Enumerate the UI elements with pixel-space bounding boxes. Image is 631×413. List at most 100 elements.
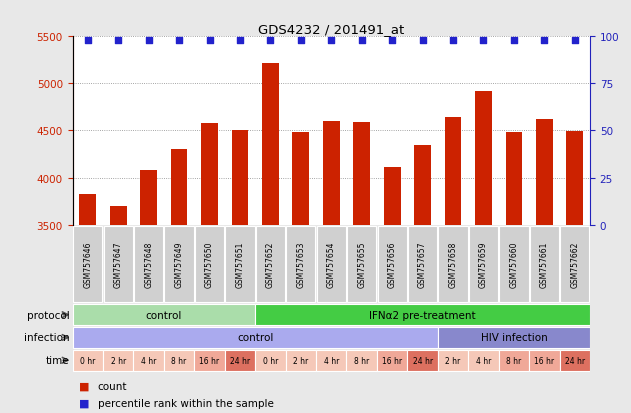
Bar	[347, 227, 376, 302]
Bar	[408, 227, 437, 302]
Bar	[164, 350, 194, 371]
Bar	[133, 350, 164, 371]
Bar	[536, 120, 553, 225]
Text: 24 hr: 24 hr	[413, 356, 433, 365]
Text: HIV infection: HIV infection	[481, 332, 547, 343]
Bar	[384, 168, 401, 225]
Bar	[445, 118, 461, 225]
Bar	[201, 123, 218, 225]
Point	[83, 38, 93, 44]
Bar	[225, 227, 254, 302]
Text: 2 hr: 2 hr	[110, 356, 126, 365]
Text: 2 hr: 2 hr	[293, 356, 309, 365]
Text: time: time	[46, 355, 69, 366]
Text: control: control	[146, 310, 182, 320]
Point	[387, 38, 397, 44]
Text: percentile rank within the sample: percentile rank within the sample	[98, 398, 274, 408]
Text: 16 hr: 16 hr	[382, 356, 402, 365]
Bar	[468, 350, 498, 371]
Bar	[73, 350, 103, 371]
Text: GSM757652: GSM757652	[266, 241, 275, 287]
Text: GSM757649: GSM757649	[175, 241, 184, 287]
Text: count: count	[98, 381, 127, 391]
Point	[326, 38, 336, 44]
Point	[174, 38, 184, 44]
Bar	[560, 350, 590, 371]
Bar	[438, 350, 468, 371]
Bar	[529, 350, 560, 371]
Text: 4 hr: 4 hr	[141, 356, 156, 365]
Bar	[499, 227, 529, 302]
Text: GSM757647: GSM757647	[114, 241, 122, 287]
Text: 0 hr: 0 hr	[262, 356, 278, 365]
Point	[204, 38, 215, 44]
Text: GSM757650: GSM757650	[205, 241, 214, 287]
Text: infection: infection	[24, 332, 69, 343]
Bar	[346, 350, 377, 371]
Point	[478, 38, 488, 44]
Bar	[134, 227, 163, 302]
Point	[509, 38, 519, 44]
Point	[266, 38, 276, 44]
Point	[113, 38, 123, 44]
Bar	[498, 350, 529, 371]
Text: 0 hr: 0 hr	[80, 356, 95, 365]
Bar	[317, 227, 346, 302]
Text: GSM757656: GSM757656	[387, 241, 397, 287]
Text: ■: ■	[79, 398, 90, 408]
Bar	[256, 227, 285, 302]
Point	[448, 38, 458, 44]
Point	[144, 38, 154, 44]
Text: 24 hr: 24 hr	[230, 356, 250, 365]
Bar	[377, 227, 407, 302]
Text: 8 hr: 8 hr	[506, 356, 521, 365]
Text: 16 hr: 16 hr	[199, 356, 220, 365]
Bar	[165, 227, 194, 302]
Bar	[529, 227, 559, 302]
Text: 8 hr: 8 hr	[354, 356, 369, 365]
Bar	[316, 350, 346, 371]
Text: GSM757658: GSM757658	[449, 241, 457, 287]
Bar	[171, 150, 187, 225]
Text: 8 hr: 8 hr	[172, 356, 187, 365]
Text: IFNα2 pre-treatment: IFNα2 pre-treatment	[369, 310, 476, 320]
Bar	[505, 133, 522, 225]
Text: GSM757657: GSM757657	[418, 241, 427, 287]
Bar	[475, 92, 492, 225]
Point	[570, 38, 580, 44]
Text: protocol: protocol	[27, 310, 69, 320]
Bar	[408, 350, 438, 371]
Bar	[232, 130, 249, 225]
Bar	[110, 206, 127, 225]
Bar	[80, 195, 96, 225]
Bar	[567, 132, 583, 225]
Bar	[286, 227, 316, 302]
Bar	[195, 227, 224, 302]
Text: GSM757646: GSM757646	[83, 241, 92, 287]
Bar	[140, 171, 157, 225]
Bar	[438, 327, 590, 348]
Bar	[469, 227, 498, 302]
Bar	[73, 227, 102, 302]
Point	[235, 38, 245, 44]
Text: GSM757661: GSM757661	[540, 241, 549, 287]
Text: ■: ■	[79, 381, 90, 391]
Bar	[103, 227, 133, 302]
Bar	[323, 122, 339, 225]
Text: 24 hr: 24 hr	[565, 356, 585, 365]
Bar	[353, 123, 370, 225]
Point	[540, 38, 550, 44]
Text: GSM757660: GSM757660	[509, 241, 519, 287]
Bar	[225, 350, 255, 371]
Text: 16 hr: 16 hr	[534, 356, 555, 365]
Bar	[286, 350, 316, 371]
Title: GDS4232 / 201491_at: GDS4232 / 201491_at	[258, 23, 404, 36]
Bar	[103, 350, 133, 371]
Text: 4 hr: 4 hr	[324, 356, 339, 365]
Text: GSM757653: GSM757653	[297, 241, 305, 287]
Bar	[293, 133, 309, 225]
Point	[418, 38, 428, 44]
Text: GSM757648: GSM757648	[144, 241, 153, 287]
Text: GSM757654: GSM757654	[327, 241, 336, 287]
Text: GSM757662: GSM757662	[570, 241, 579, 287]
